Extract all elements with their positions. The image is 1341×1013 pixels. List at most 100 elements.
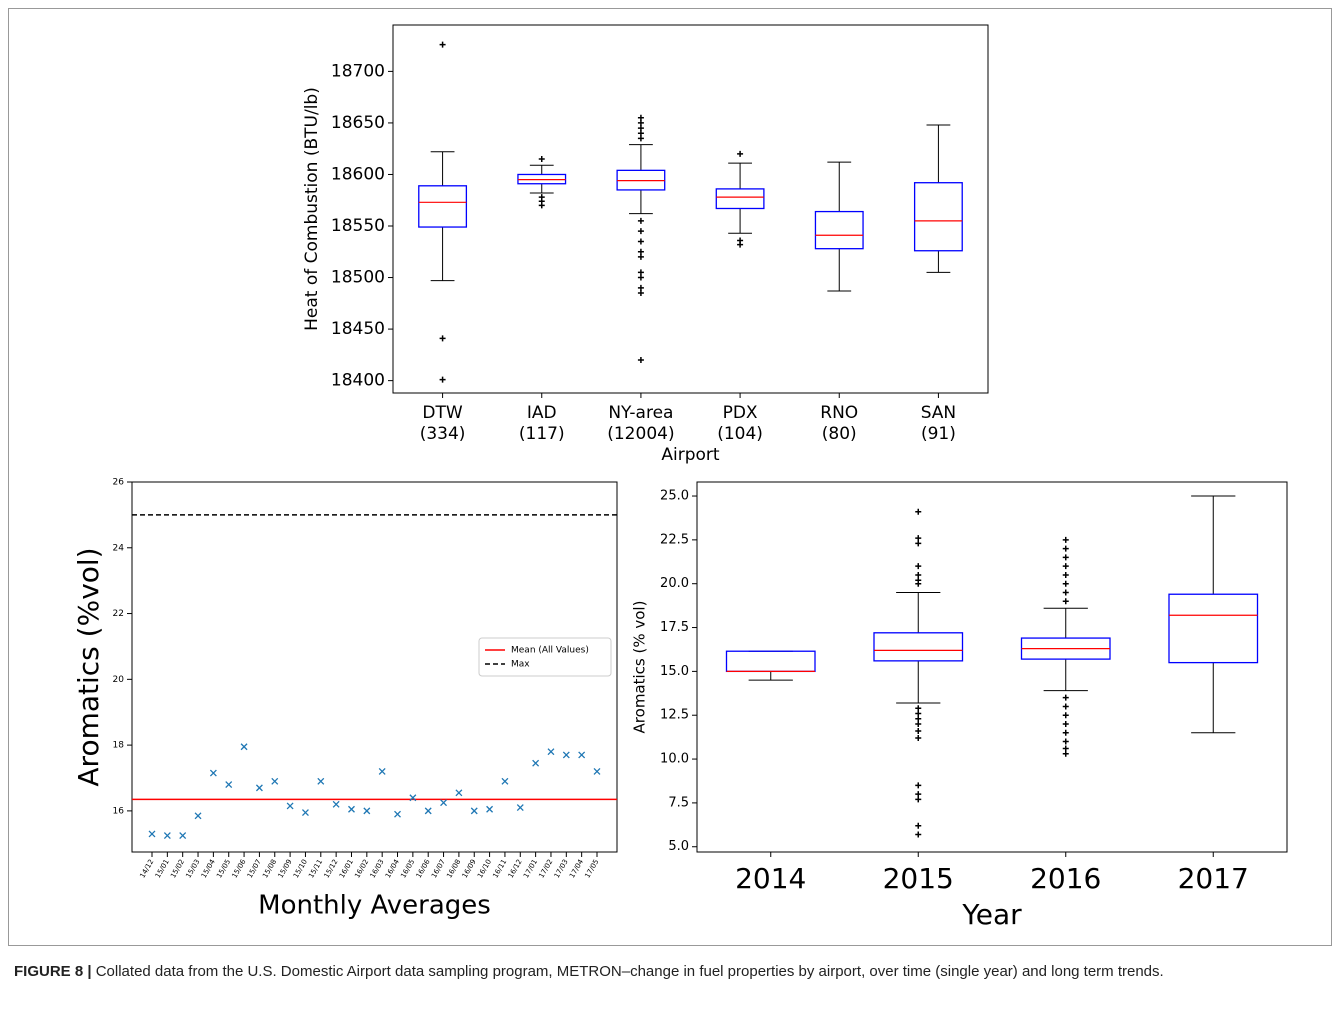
flier [1062,554,1069,561]
chart-panel: 5.0 7.5 10.0 12.5 15.0 17.5 20.0 22.5 25.0 2014 20… [631,481,1288,931]
x-tick-note: (117) [519,424,565,444]
x-tick-note: (80) [822,424,857,444]
point [148,830,156,838]
x-tick-label: 15/02 [169,858,186,879]
flier [1062,598,1069,605]
x-axis-label: Airport [661,445,720,465]
flier [915,791,922,798]
y-tick-label: 7.5 [668,795,689,810]
point [455,789,463,797]
flier [637,253,644,260]
x-tick-label: NY-area [608,403,673,423]
point [394,810,401,818]
x-tick-label: 17/03 [553,858,570,879]
point [179,832,187,840]
flier [915,715,922,722]
flier [1062,729,1069,736]
flier [637,125,644,132]
y-axis-label: Aromatics (% vol) [631,601,649,734]
point [332,800,340,808]
legend-box [478,637,612,677]
plot-area [392,24,989,394]
flier [737,150,744,157]
x-tick-label: DTW [422,403,462,423]
point [225,781,233,789]
flier [915,563,922,570]
box [873,632,964,662]
x-tick-note: (91) [921,424,956,444]
box [715,188,765,210]
y-tick-label: 18700 [331,61,385,81]
flier [915,508,922,515]
box [1168,593,1259,664]
flier [915,735,922,742]
point [486,805,494,813]
x-tick-label: 15/08 [261,858,278,879]
plot-area [131,481,618,853]
y-tick-label: 18650 [331,113,385,133]
point [547,748,555,756]
point [317,777,325,785]
x-tick-label: 15/05 [215,858,232,879]
y-tick-label: 20.0 [660,576,689,591]
x-tick-label: 16/03 [369,858,386,879]
x-axis-label: Monthly Averages [258,891,491,921]
x-tick-label: 14/12 [138,858,155,879]
point [163,832,171,840]
flier [1062,571,1069,578]
flier [1062,750,1069,757]
flier [1062,536,1069,543]
y-tick-label: 20 [113,675,125,685]
x-tick-label: 2015 [883,862,954,895]
box [814,210,864,250]
x-tick-label: 16/07 [430,858,447,879]
point [194,812,202,820]
y-tick-label: 22.5 [660,532,689,547]
figure: 18400 18450 18500 18550 18600 18650 18700 DTW(3… [72,24,1288,931]
flier [915,705,922,712]
flier [637,228,644,235]
point [348,805,355,813]
flier [637,238,644,245]
flier [637,274,644,281]
flier [538,156,545,163]
flier [439,376,446,383]
point [532,759,540,767]
x-tick-label: 15/11 [307,858,324,879]
point [286,802,294,810]
caption: FIGURE 8 | Collated data from the U.S. D… [14,961,1314,983]
box [418,185,468,228]
flier [915,540,922,547]
x-tick-label: 17/02 [537,858,554,879]
flier [538,202,545,209]
flier [1062,545,1069,552]
y-tick-label: 17.5 [660,620,689,635]
flier [915,796,922,803]
x-tick-label: 15/10 [292,858,309,879]
x-axis-label: Year [961,898,1022,931]
x-tick-label: 16/11 [491,858,508,879]
flier [1062,703,1069,710]
flier [1062,694,1069,701]
x-tick-label: 15/03 [184,858,201,879]
chart-panel: 16182022242614/1215/0115/0215/0315/0415/… [72,478,618,921]
point [301,809,309,816]
point [501,777,509,785]
x-tick-label: 15/09 [277,858,294,879]
point [209,769,217,777]
flier [439,41,446,48]
flier [915,782,922,789]
point [363,807,371,815]
flier [915,720,922,727]
flier [637,130,644,137]
x-tick-label: SAN [921,403,956,423]
point [578,751,586,759]
x-tick-label: 2014 [735,862,806,895]
point [593,767,601,775]
y-tick-label: 24 [113,543,125,553]
x-tick-label: 16/01 [338,858,355,879]
caption-label: FIGURE 8 | [14,963,92,980]
x-tick-label: 16/02 [353,858,370,879]
legend-label: Mean (All Values) [511,646,589,656]
point [409,794,417,802]
